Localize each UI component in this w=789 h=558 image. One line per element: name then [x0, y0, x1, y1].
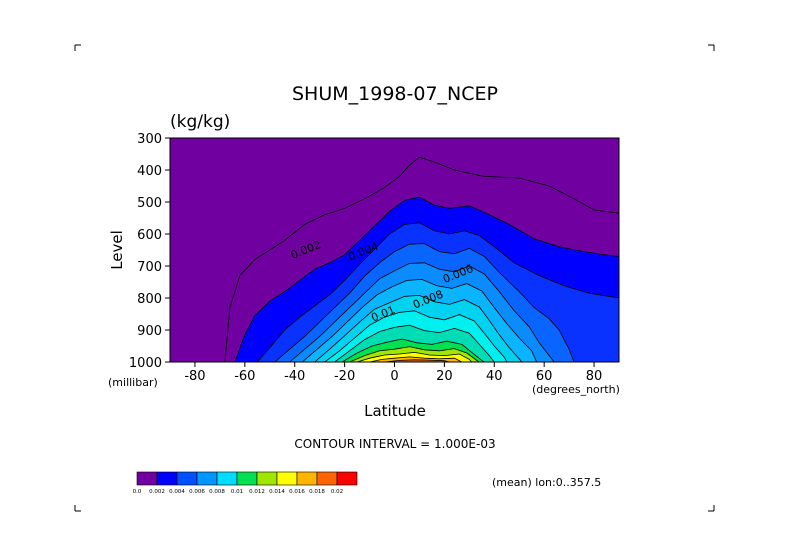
- contour-line-12: [369, 356, 463, 362]
- colorbar-label-6: 0.012: [249, 489, 265, 495]
- y-tick-label-6: 900: [137, 324, 162, 339]
- contour-line-9: [341, 338, 485, 362]
- colorbar-swatch-10: [336, 471, 358, 486]
- y-unit-label: (millibar): [108, 376, 158, 389]
- y-tick-label-2: 500: [137, 196, 162, 211]
- corner-mark-bottom-left: [74, 505, 81, 512]
- contour-line-11: [356, 351, 473, 362]
- colorbar-label-8: 0.016: [289, 489, 305, 495]
- x-unit-label: (degrees_north): [532, 383, 620, 396]
- contour-line-0: [224, 156, 619, 362]
- x-tick-label-4: 0: [390, 369, 398, 384]
- x-tick-label-0: -80: [184, 369, 205, 384]
- y-tick-label-0: 300: [137, 132, 162, 147]
- contour-line-5: [301, 278, 538, 362]
- chart-title: SHUM_1998-07_NCEP: [292, 83, 498, 105]
- colorbar-label-2: 0.004: [169, 489, 185, 495]
- contour-line-6: [314, 294, 523, 362]
- colorbar-swatch-9: [316, 471, 338, 486]
- contour-interval-text: CONTOUR INTERVAL = 1.000E-03: [294, 437, 495, 451]
- contour-line-2: [256, 222, 619, 362]
- x-tick-label-8: 80: [586, 369, 603, 384]
- colorbar-swatch-1: [156, 471, 178, 486]
- contour-line-1: [234, 196, 619, 362]
- colorbar-label-1: 0.002: [149, 489, 165, 495]
- colorbar-swatch-8: [296, 471, 318, 486]
- x-tick-label-2: -40: [284, 369, 305, 384]
- y-tick-label-3: 600: [137, 228, 162, 243]
- contour-line-7: [324, 310, 508, 362]
- colorbar-label-7: 0.014: [269, 489, 285, 495]
- contour-line-13: [384, 359, 450, 362]
- corner-mark-top-left: [74, 44, 81, 51]
- x-tick-label-6: 40: [486, 369, 503, 384]
- colorbar-swatch-0: [136, 471, 158, 486]
- contour-line-8: [334, 324, 495, 362]
- corner-mark-bottom-right: [708, 505, 715, 512]
- colorbar-label-10: 0.02: [331, 489, 343, 495]
- contour-line-3: [274, 243, 575, 362]
- colorbar-label-4: 0.008: [209, 489, 225, 495]
- colorbar-label-5: 0.01: [231, 489, 243, 495]
- colorbar-swatch-7: [276, 471, 298, 486]
- x-axis-title: Latitude: [364, 402, 426, 420]
- contour-line-10: [349, 346, 480, 362]
- y-tick-label-7: 1000: [129, 356, 162, 371]
- x-tick-label-7: 60: [536, 369, 553, 384]
- x-tick-label-3: -20: [334, 369, 355, 384]
- y-tick-label-5: 800: [137, 292, 162, 307]
- colorbar-swatch-4: [216, 471, 238, 486]
- colorbar-swatch-5: [236, 471, 258, 486]
- colorbar-label-9: 0.018: [309, 489, 325, 495]
- colorbar-label-0: 0.0: [133, 489, 142, 495]
- colorbar-swatch-3: [196, 471, 218, 486]
- units-label: (kg/kg): [170, 112, 230, 132]
- contour-line-4: [289, 262, 555, 362]
- colorbar: 0.0 0.002 0.004 0.006 0.008 0.01 0.012 0.014 0.0…: [133, 471, 358, 495]
- colorbar-swatch-6: [256, 471, 278, 486]
- y-tick-label-4: 700: [137, 260, 162, 275]
- x-tick-label-5: 20: [436, 369, 453, 384]
- y-tick-label-1: 400: [137, 164, 162, 179]
- colorbar-swatch-2: [176, 471, 198, 486]
- x-tick-label-1: -60: [234, 369, 255, 384]
- mean-lon-annotation: (mean) lon:0..357.5: [492, 476, 601, 489]
- y-axis-title: Level: [108, 230, 126, 270]
- corner-mark-top-right: [708, 44, 715, 51]
- colorbar-label-3: 0.006: [189, 489, 205, 495]
